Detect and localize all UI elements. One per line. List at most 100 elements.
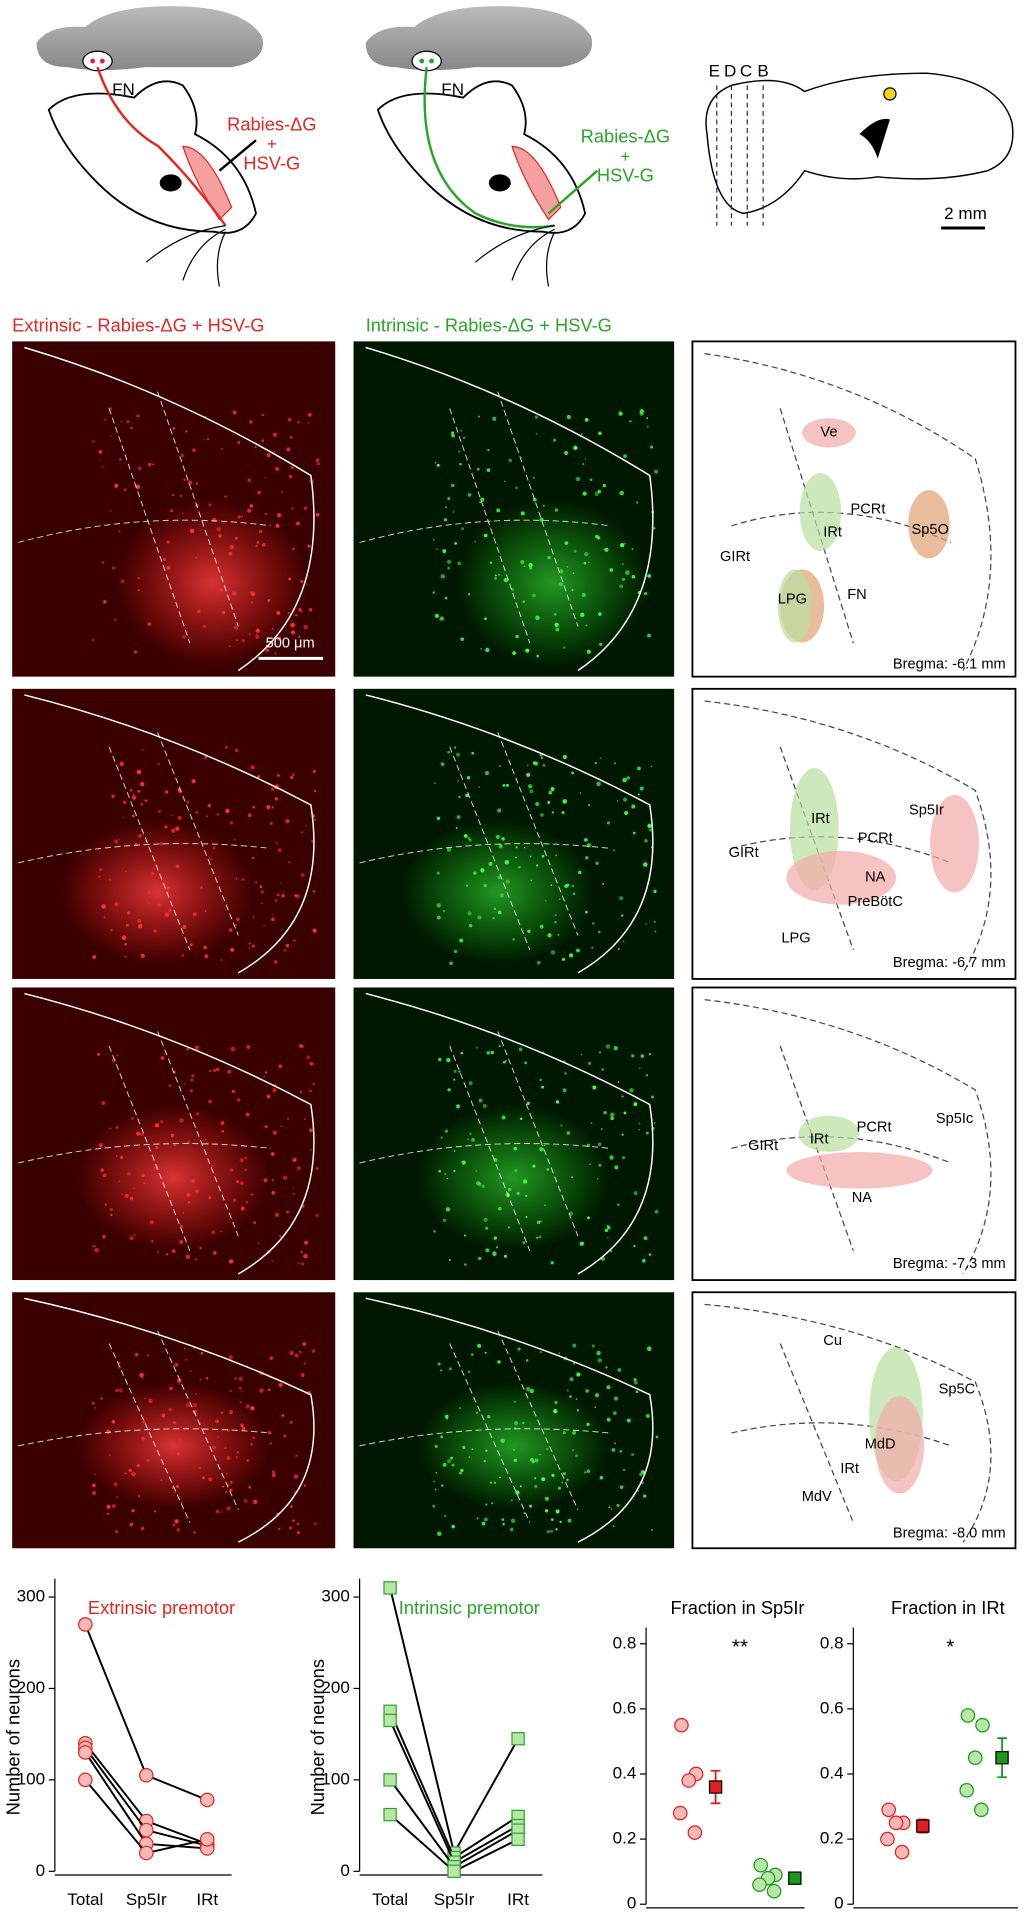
labeled-cell — [104, 418, 107, 421]
labeled-cell — [137, 577, 140, 580]
labeled-cell — [625, 570, 630, 575]
labeled-cell — [571, 1430, 577, 1435]
labeled-cell — [609, 1155, 614, 1160]
labeled-cell — [185, 1254, 190, 1259]
labeled-cell — [315, 458, 320, 462]
labeled-cell — [288, 577, 292, 581]
labeled-cell — [274, 1212, 280, 1218]
labeled-cell — [434, 613, 440, 619]
data-point — [687, 1825, 703, 1840]
labeled-cell — [451, 1524, 455, 1529]
labeled-cell — [243, 1498, 248, 1503]
labeled-cell — [192, 448, 196, 452]
labeled-cell — [271, 1191, 276, 1195]
bregma-label: Bregma: -7.3 mm — [893, 1256, 1006, 1272]
labeled-cell — [142, 749, 144, 752]
labeled-cell — [467, 493, 472, 497]
labeled-cell — [572, 1449, 574, 1451]
labeled-cell — [617, 1203, 620, 1207]
labeled-cell — [578, 870, 582, 875]
labeled-cell — [252, 805, 255, 809]
labeled-cell — [572, 884, 574, 887]
labeled-cell — [557, 933, 560, 936]
labeled-cell — [510, 1499, 513, 1502]
labeled-cell — [485, 1449, 488, 1452]
labeled-cell — [434, 1488, 437, 1491]
labeled-cell — [115, 1530, 119, 1534]
data-point — [138, 1822, 154, 1838]
labeled-cell — [470, 1353, 474, 1357]
labeled-cell — [503, 577, 509, 583]
labeled-cell — [97, 1052, 101, 1056]
labeled-cell — [540, 813, 544, 817]
labeled-cell — [471, 1138, 475, 1142]
labeled-cell — [612, 1411, 617, 1415]
labeled-cell — [228, 1259, 234, 1264]
labeled-cell — [535, 432, 538, 435]
y-tick-label: 0.8 — [820, 1633, 844, 1652]
labeled-cell — [271, 805, 274, 809]
labeled-cell — [436, 903, 442, 908]
labeled-cell — [534, 1458, 539, 1463]
labeled-cell — [536, 1236, 539, 1239]
atlas-outline — [359, 732, 611, 951]
labeled-cell — [538, 1235, 542, 1239]
labeled-cell — [478, 415, 480, 418]
labeled-cell — [174, 1362, 179, 1367]
labeled-cell — [184, 1358, 187, 1361]
labeled-cell — [257, 1242, 260, 1245]
labeled-cell — [124, 870, 127, 873]
labeled-cell — [452, 511, 455, 513]
labeled-cell — [275, 523, 280, 528]
labeled-cell — [248, 1485, 252, 1489]
labeled-cell — [451, 483, 455, 488]
labeled-cell — [220, 1411, 224, 1415]
fluorescence-glow — [115, 498, 310, 667]
labeled-cell — [508, 458, 512, 463]
region-label: IRt — [811, 811, 830, 827]
data-point — [672, 1805, 688, 1821]
labeled-cell — [573, 549, 577, 553]
labeled-cell — [220, 1230, 223, 1233]
labeled-cell — [646, 1346, 652, 1351]
labeled-cell — [292, 773, 295, 776]
labeled-cell — [617, 948, 620, 950]
labeled-cell — [586, 1422, 590, 1427]
region-shading — [908, 490, 950, 559]
labeled-cell — [303, 624, 308, 630]
labeled-cell — [446, 847, 452, 852]
y-tick-label: 100 — [321, 1769, 349, 1788]
labeled-cell — [462, 436, 466, 440]
labeled-cell — [140, 1132, 144, 1136]
labeled-cell — [282, 891, 284, 893]
labeled-cell — [216, 526, 222, 532]
labeled-cell — [434, 1444, 438, 1448]
labeled-cell — [451, 431, 455, 435]
x-tick-label: IRt — [196, 1890, 218, 1909]
labeled-cell — [210, 858, 213, 861]
labeled-cell — [221, 1129, 225, 1133]
labeled-cell — [165, 790, 169, 794]
labeled-cell — [132, 793, 135, 796]
labeled-cell — [168, 1407, 172, 1412]
labeled-cell — [298, 607, 302, 612]
labeled-cell — [529, 855, 532, 858]
labeled-cell — [550, 787, 555, 792]
labeled-cell — [293, 1474, 299, 1479]
labeled-cell — [443, 518, 448, 522]
labeled-cell — [440, 762, 445, 766]
labeled-cell — [635, 1390, 639, 1394]
labeled-cell — [239, 1400, 243, 1404]
labeled-cell — [557, 1486, 562, 1490]
labeled-cell — [445, 1416, 449, 1420]
labeled-cell — [584, 838, 588, 842]
labeled-cell — [507, 1226, 510, 1229]
labeled-cell — [438, 1169, 442, 1173]
labeled-cell — [234, 536, 238, 540]
labeled-cell — [546, 1168, 550, 1171]
labeled-cell — [439, 616, 445, 621]
labeled-cell — [575, 1454, 579, 1458]
labeled-cell — [241, 515, 243, 518]
labeled-cell — [191, 1179, 195, 1183]
labeled-cell — [171, 828, 176, 833]
